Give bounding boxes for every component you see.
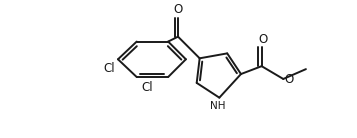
Text: O: O (174, 3, 183, 16)
Text: Cl: Cl (142, 81, 153, 94)
Text: Cl: Cl (104, 62, 115, 75)
Text: NH: NH (210, 101, 225, 111)
Text: O: O (284, 73, 293, 86)
Text: O: O (258, 33, 267, 46)
